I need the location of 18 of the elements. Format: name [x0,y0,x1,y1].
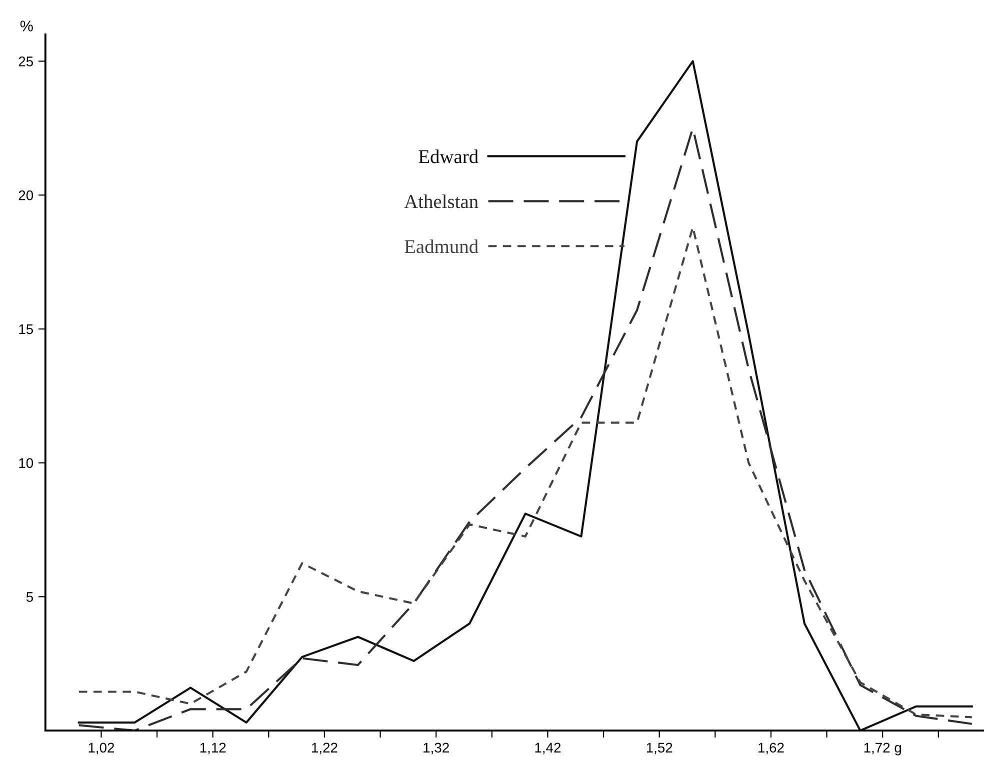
text: Athelstan [404,194,478,208]
x-tick-label: 1,02 [88,742,114,754]
y-tick-label: 25 [18,56,34,66]
text: Edward [418,150,478,164]
x-tick-label: 1,62 [758,742,784,754]
line-series [78,226,973,718]
x-tick-label: 1,52 [646,742,672,754]
y-tick-label: 5 [26,592,34,602]
x-tick-label: 1,22 [312,742,338,754]
x-tick-label: 1,32 [424,742,449,754]
y-tick-label: 10 [19,458,34,468]
y-tick-label: 20 [18,190,34,200]
y-tick-label: 15 [19,324,34,334]
x-tick-label: 1,12 [200,742,226,754]
y-axis-title: % [20,20,33,32]
text: Eadmund [404,239,478,254]
x-tick-label: 1,42 [535,742,561,754]
x-tick-label: 1,72 g [864,742,902,756]
